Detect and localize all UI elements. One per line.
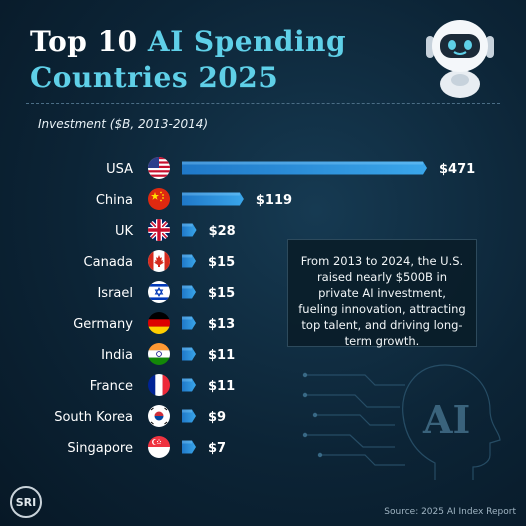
title-line1-white: Top 10: [30, 25, 138, 58]
ai-watermark: AI: [422, 397, 470, 442]
bar-highlight-usa: [182, 161, 423, 165]
category-label-canada: Canada: [84, 255, 133, 270]
bar-south-korea: [182, 409, 196, 423]
bar-china: [182, 192, 244, 206]
category-label-uk: UK: [115, 224, 134, 239]
bar-israel: [182, 285, 196, 299]
bar-uk: [182, 223, 197, 237]
france-flag-icon: [148, 374, 170, 396]
india-flag-icon: [148, 343, 170, 365]
category-label-usa: USA: [106, 162, 133, 177]
bar-france: [182, 378, 196, 392]
info-callout: From 2013 to 2024, the U.S. raised nearl…: [287, 239, 477, 348]
value-label-germany: $13: [208, 317, 235, 332]
bar-highlight-canada: [182, 254, 192, 258]
bar-highlight-china: [182, 192, 240, 196]
category-label-south-korea: South Korea: [54, 410, 133, 425]
bar-highlight-india: [182, 347, 192, 351]
israel-flag-icon: [148, 281, 170, 303]
bar-highlight-france: [182, 378, 192, 382]
title-line1-cyan: AI Spending: [147, 25, 347, 58]
value-label-south-korea: $9: [208, 410, 226, 425]
value-label-canada: $15: [208, 255, 235, 270]
bar-india: [182, 347, 196, 361]
bar-highlight-south-korea: [182, 409, 192, 413]
south-korea-flag-icon: [148, 405, 170, 427]
bar-germany: [182, 316, 196, 330]
us-flag-icon: [148, 157, 170, 179]
source-note: Source: 2025 AI Index Report: [384, 507, 516, 517]
sri-logo: SRI: [10, 486, 42, 518]
bar-highlight-singapore: [182, 440, 192, 444]
bar-usa: [182, 161, 427, 175]
title-line2: Countries 2025: [30, 61, 279, 94]
value-label-china: $119: [256, 193, 292, 208]
chart-title: Top 10 AI Spending Countries 2025: [30, 24, 346, 96]
circuit-decoration: AI: [302, 364, 501, 480]
value-label-india: $11: [208, 348, 235, 363]
axis-label: Investment ($B, 2013-2014): [38, 117, 209, 131]
robot-icon: [426, 20, 494, 98]
category-label-germany: Germany: [73, 317, 133, 332]
category-label-singapore: Singapore: [67, 441, 133, 456]
china-flag-icon: [148, 188, 170, 210]
bar-highlight-uk: [182, 223, 193, 227]
bar-canada: [182, 254, 196, 268]
value-label-israel: $15: [208, 286, 235, 301]
bar-highlight-israel: [182, 285, 192, 289]
germany-flag-icon: [148, 312, 170, 334]
category-label-india: India: [101, 348, 133, 363]
value-label-uk: $28: [209, 224, 236, 239]
category-label-israel: Israel: [97, 286, 133, 301]
value-label-usa: $471: [439, 162, 475, 177]
singapore-flag-icon: [148, 436, 170, 458]
title-divider: [26, 103, 500, 104]
value-label-singapore: $7: [208, 441, 226, 456]
value-label-france: $11: [208, 379, 235, 394]
category-label-france: France: [90, 379, 133, 394]
uk-flag-icon: [148, 219, 170, 241]
bar-singapore: [182, 440, 196, 454]
bar-highlight-germany: [182, 316, 192, 320]
category-label-china: China: [96, 193, 133, 208]
canada-flag-icon: [148, 250, 170, 272]
